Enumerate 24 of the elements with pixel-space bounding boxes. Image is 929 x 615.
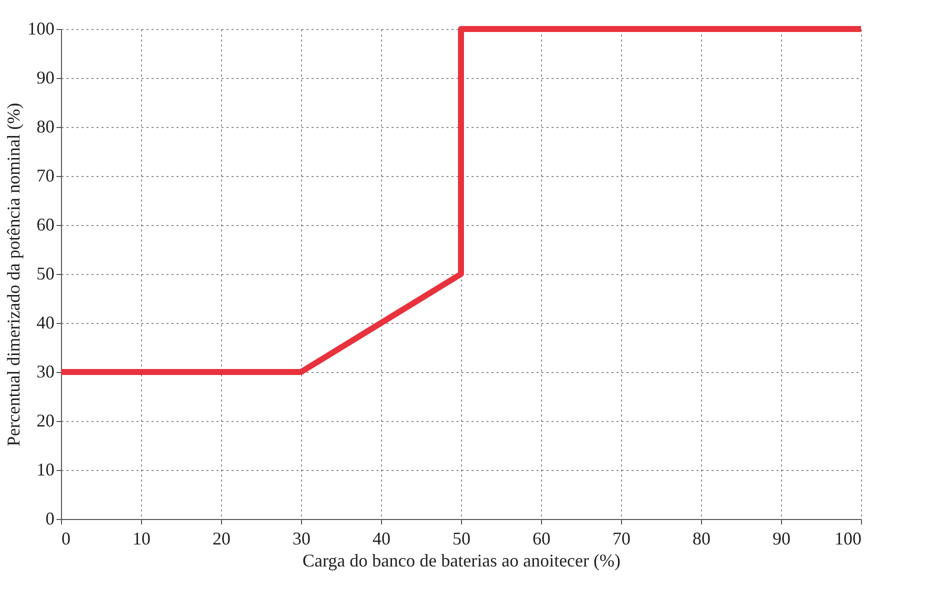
x-tick-label: 100 (834, 528, 862, 548)
y-tick-label: 30 (36, 362, 54, 382)
y-tick-label: 40 (36, 312, 54, 332)
x-tick-label: 20 (212, 528, 230, 548)
x-tick-label: 30 (292, 528, 310, 548)
x-tick-label: 90 (772, 528, 790, 548)
y-tick-label: 80 (36, 116, 54, 136)
y-tick-label: 50 (36, 264, 54, 284)
x-tick-label: 80 (692, 528, 710, 548)
y-tick-label: 10 (36, 460, 54, 480)
y-tick-label: 100 (28, 18, 54, 38)
x-tick-label: 50 (452, 528, 470, 548)
x-tick-label: 60 (532, 528, 550, 548)
y-tick-label: 20 (36, 410, 54, 430)
x-tick-label: 40 (372, 528, 390, 548)
x-tick-label: 0 (62, 528, 70, 548)
y-tick-label: 70 (36, 166, 54, 186)
x-tick-label: 70 (612, 528, 630, 548)
x-tick-label: 10 (132, 528, 150, 548)
y-tick-label: 90 (36, 68, 54, 88)
y-axis-title: Percentual dimerizado da potência nominal (%) (4, 102, 24, 446)
x-axis-title: Carga do banco de baterias ao anoitecer (%) (302, 550, 621, 570)
y-tick-label: 0 (46, 508, 54, 528)
y-tick-label: 60 (36, 214, 54, 234)
